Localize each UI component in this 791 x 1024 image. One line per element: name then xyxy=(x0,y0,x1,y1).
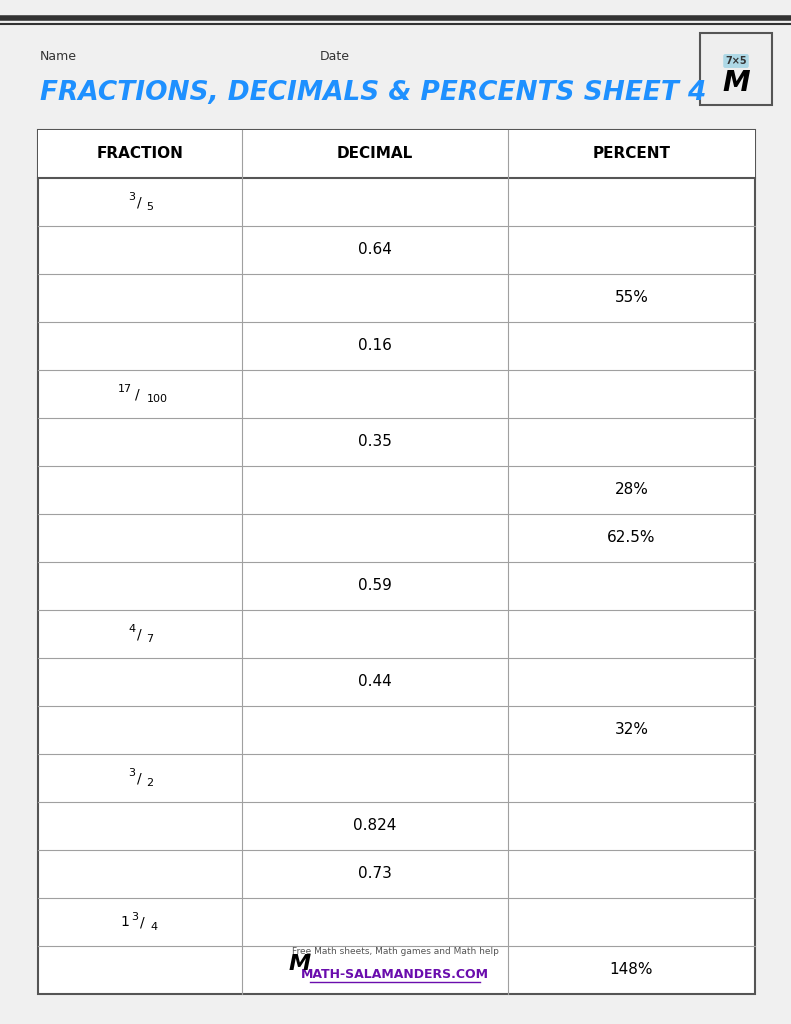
Text: 4: 4 xyxy=(128,624,135,634)
Bar xyxy=(38,130,755,994)
Text: M: M xyxy=(722,69,750,97)
Text: 28%: 28% xyxy=(615,482,649,498)
Text: Date: Date xyxy=(320,50,350,63)
Text: MATH-SALAMANDERS.COM: MATH-SALAMANDERS.COM xyxy=(301,968,489,981)
Text: 0.59: 0.59 xyxy=(358,579,392,594)
Text: /: / xyxy=(140,915,145,929)
Text: 0.824: 0.824 xyxy=(354,818,396,834)
Text: FRACTIONS, DECIMALS & PERCENTS SHEET 4: FRACTIONS, DECIMALS & PERCENTS SHEET 4 xyxy=(40,80,706,106)
Text: 62.5%: 62.5% xyxy=(607,530,656,546)
Bar xyxy=(38,130,755,178)
Bar xyxy=(700,33,772,105)
Text: 0.35: 0.35 xyxy=(358,434,392,450)
Text: 7: 7 xyxy=(146,634,153,644)
Text: 3: 3 xyxy=(128,193,135,202)
Text: PERCENT: PERCENT xyxy=(592,146,670,162)
Text: /: / xyxy=(137,195,142,209)
Text: 0.44: 0.44 xyxy=(358,675,392,689)
Text: Name: Name xyxy=(40,50,77,63)
Text: 0.16: 0.16 xyxy=(358,339,392,353)
Text: 55%: 55% xyxy=(615,291,649,305)
Text: 0.64: 0.64 xyxy=(358,243,392,257)
Text: 17: 17 xyxy=(118,384,132,394)
Text: /: / xyxy=(135,387,140,401)
Text: 0.73: 0.73 xyxy=(358,866,392,882)
Text: /: / xyxy=(137,771,142,785)
Text: 7×5: 7×5 xyxy=(725,56,747,66)
Text: 2: 2 xyxy=(146,778,153,788)
Text: 1: 1 xyxy=(121,915,130,929)
Text: FRACTION: FRACTION xyxy=(97,146,184,162)
Text: 3: 3 xyxy=(131,912,138,922)
Text: 3: 3 xyxy=(128,768,135,778)
Text: M: M xyxy=(289,954,311,974)
Text: 4: 4 xyxy=(150,922,157,932)
Text: Free Math sheets, Math games and Math help: Free Math sheets, Math games and Math he… xyxy=(292,946,498,955)
Text: 100: 100 xyxy=(147,394,168,404)
Text: 32%: 32% xyxy=(615,723,649,737)
Text: DECIMAL: DECIMAL xyxy=(337,146,413,162)
Text: 5: 5 xyxy=(146,202,153,212)
Bar xyxy=(38,130,755,994)
Text: /: / xyxy=(137,627,142,641)
Text: 148%: 148% xyxy=(610,963,653,978)
